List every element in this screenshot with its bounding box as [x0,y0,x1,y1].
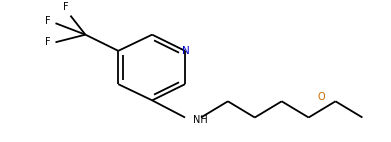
Text: N: N [182,46,190,56]
Text: NH: NH [193,115,208,125]
Text: O: O [318,92,325,102]
Text: F: F [45,37,50,47]
Text: F: F [63,2,68,12]
Text: F: F [45,16,50,26]
